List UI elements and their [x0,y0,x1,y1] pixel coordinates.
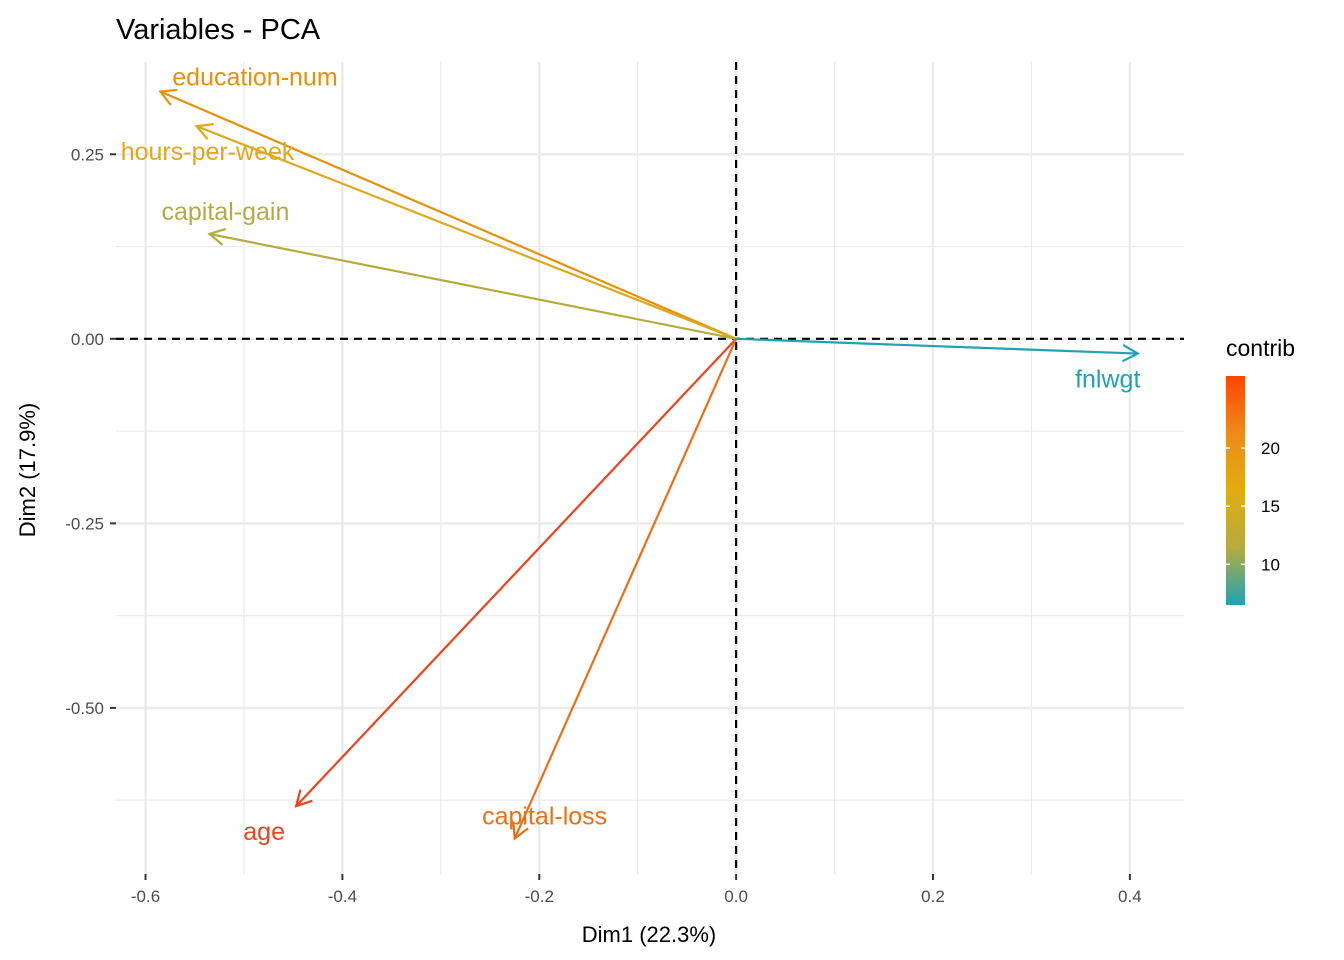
variable-arrows [158,88,1141,841]
chart-title: Variables - PCA [116,14,321,46]
legend-tick-label: 10 [1261,555,1280,574]
arrow-hours-per-week [194,123,737,340]
arrow-education-num [158,88,737,340]
arrow-head-education-num [158,88,178,106]
x-axis-title: Dim1 (22.3%) [582,922,716,947]
x-tick-label: 0.2 [921,887,945,906]
legend-title: contrib [1226,335,1295,361]
legend: contrib 20 15 10 [1226,335,1295,605]
arrow-shaft-capital-loss [513,338,738,840]
arrow-shaft-education-num [159,90,737,340]
variable-label-hours-per-week: hours-per-week [121,138,295,166]
variable-label-age: age [243,818,285,846]
arrow-shaft-capital-gain [209,232,737,340]
x-tick-label: -0.6 [131,887,160,906]
y-tick-label: 0.00 [71,330,104,349]
arrow-shaft-fnlwgt [736,337,1138,355]
variable-label-capital-gain: capital-gain [162,198,290,226]
legend-colorbar [1226,376,1245,605]
arrow-head-hours-per-week [194,123,214,140]
variable-label-capital-loss: capital-loss [482,803,607,831]
x-tick-label: -0.2 [525,887,554,906]
arrow-shaft-age [295,338,737,807]
arrow-head-age [294,789,313,808]
variable-labels: education-num hours-per-week capital-gain f… [121,64,1141,847]
reference-lines [116,62,1184,874]
variable-label-fnlwgt: fnlwgt [1075,366,1140,394]
legend-tick-label: 15 [1261,497,1280,516]
arrow-head-capital-gain [207,227,227,246]
arrow-capital-loss [512,338,738,841]
arrow-fnlwgt [736,337,1141,363]
y-tick-label: 0.25 [71,145,104,164]
legend-ticks: 20 15 10 [1226,439,1280,574]
x-tick-label: 0.4 [1118,887,1142,906]
y-axis: 0.25 0.00 -0.25 -0.50 [65,145,116,718]
variable-label-education-num: education-num [172,64,337,92]
y-tick-label: -0.50 [65,699,104,718]
arrow-head-capital-loss [512,821,529,841]
y-tick-label: -0.25 [65,514,104,533]
y-axis-title: Dim2 (17.9%) [15,403,40,537]
grid [116,62,1184,874]
arrow-head-fnlwgt [1122,343,1141,363]
legend-tick-label: 20 [1261,439,1280,458]
x-tick-label: -0.4 [328,887,357,906]
x-tick-label: 0.0 [724,887,748,906]
x-axis: -0.6 -0.4 -0.2 0.0 0.2 0.4 [131,874,1142,906]
arrow-capital-gain [207,227,737,340]
arrow-age [294,338,737,808]
arrow-shaft-hours-per-week [196,125,737,340]
